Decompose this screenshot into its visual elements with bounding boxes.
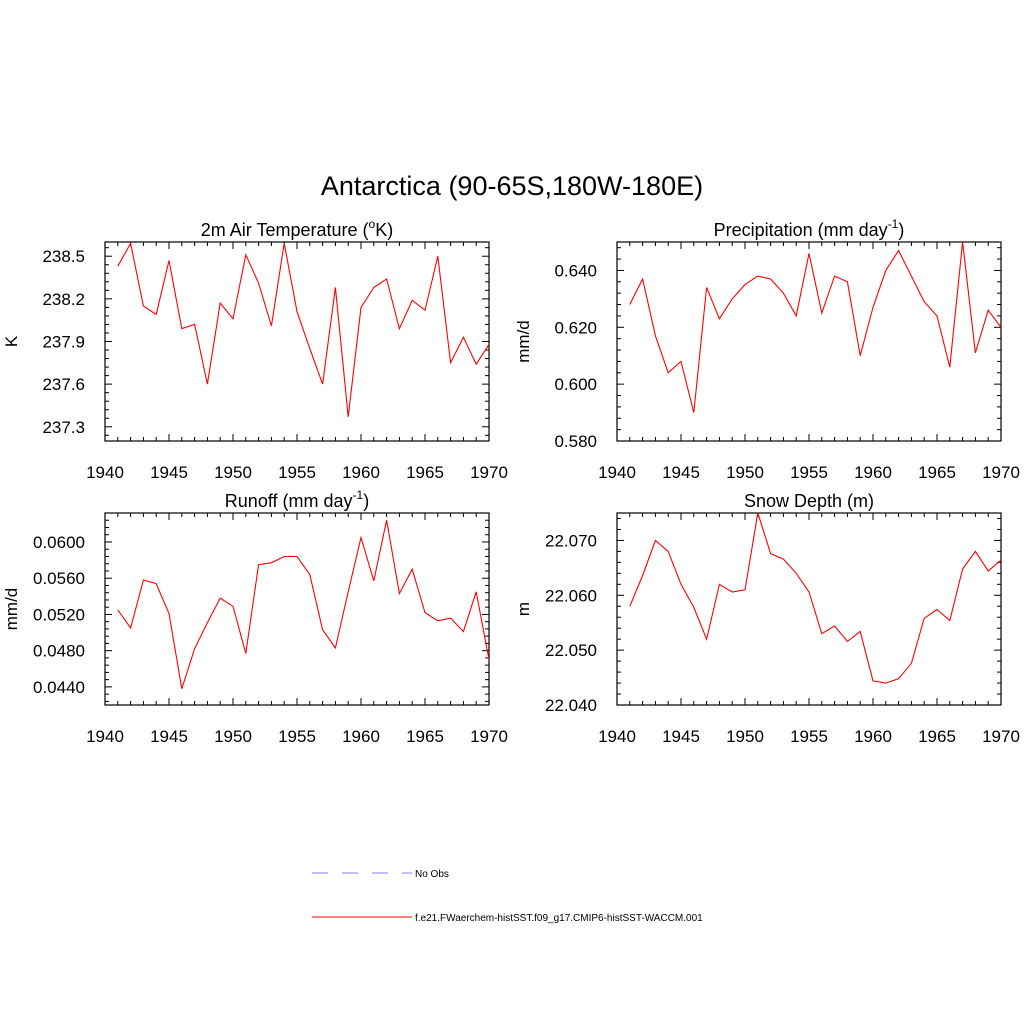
data-series-line-1 [117,242,489,417]
y-tick-label: 0.0520 [33,605,85,624]
y-tick-label: 0.0440 [33,678,85,697]
x-tick-label: 1940 [598,463,636,482]
y-tick-label: 0.600 [554,375,597,394]
x-tick-label: 1970 [470,727,508,746]
plot-frame [616,512,1002,706]
legend: No Obs f.e21.FWaerchem-histSST.f09_g17.CM… [312,869,703,924]
panel-title-text: Precipitation (mm day [714,220,888,240]
chart-panels: 2m Air Temperature (oK)1940 1945 1950 1955 1… [2,217,1020,746]
x-tick-label: 1945 [150,727,188,746]
chart-panel-4: Snow Depth (m) 1940 1945 1950 1955 1960 1965 19… [514,491,1020,746]
y-tick-label: 238.5 [42,247,85,266]
data-series-line-1 [629,513,1001,684]
y-tick-label: 237.3 [42,418,85,437]
x-tick-label: 1955 [278,727,316,746]
y-tick-label: 0.620 [554,318,597,337]
y-tick-label: 0.0560 [33,569,85,588]
x-tick-label: 1955 [790,727,828,746]
panel-title: Runoff (mm day-1) [225,488,369,511]
y-tick-label: 0.640 [554,261,597,280]
y-tick-label: 22.050 [545,641,597,660]
panel-title-text: K) [375,220,393,240]
x-tick-label: 1945 [662,463,700,482]
x-tick-label: 1960 [342,727,380,746]
x-tick-label: 1955 [278,463,316,482]
x-tick-label: 1955 [790,463,828,482]
panel-title-text: 2m Air Temperature ( [201,220,369,240]
y-tick-label: 22.070 [545,531,597,550]
panel-title-text: ) [898,220,904,240]
legend-label-2: f.e21.FWaerchem-histSST.f09_g17.CMIP6-hi… [415,913,703,924]
data-series-line-1 [629,242,1001,413]
chart-panel-2: Precipitation (mm day-1) 1940 1945 1950 1955… [514,217,1020,482]
plot-frame [104,241,490,442]
plot-frame [104,512,490,706]
y-axis-label: mm/d [2,588,21,631]
x-tick-label: 1960 [342,463,380,482]
x-tick-label: 1970 [982,463,1020,482]
x-tick-label: 1950 [726,727,764,746]
data-series-line-1 [117,520,489,689]
y-tick-label: 0.0480 [33,642,85,661]
chart-panel-3: Runoff (mm day-1) 1940 1945 1950 1955 1960 196… [2,488,508,746]
x-tick-label: 1940 [598,727,636,746]
y-tick-label: 22.040 [545,696,597,715]
x-tick-label: 1950 [214,463,252,482]
y-tick-label: 22.060 [545,586,597,605]
x-tick-label: 1965 [918,463,956,482]
legend-label-1: No Obs [415,869,449,880]
y-axis-label: K [2,335,21,347]
x-tick-label: 1965 [406,727,444,746]
chart-panel-1: 2m Air Temperature (oK) 1940 1945 1950 1955 1… [2,217,508,482]
x-tick-label: 1960 [854,727,892,746]
x-tick-label: 1970 [470,463,508,482]
panel-title-superscript: o [369,217,376,231]
panel-title-superscript: -1 [353,488,364,502]
y-axis-label: m [514,602,533,616]
x-tick-label: 1965 [406,463,444,482]
y-tick-label: 0.0600 [33,533,85,552]
panel-title-text: Snow Depth (m) [744,491,874,511]
y-tick-label: 237.9 [42,333,85,352]
y-tick-label: 237.6 [42,375,85,394]
x-tick-label: 1945 [662,727,700,746]
x-tick-label: 1950 [726,463,764,482]
x-tick-label: 1970 [982,727,1020,746]
x-tick-label: 1950 [214,727,252,746]
x-tick-label: 1960 [854,463,892,482]
panel-title-text: Runoff (mm day [225,491,353,511]
panel-title: Precipitation (mm day-1) [714,217,905,240]
x-tick-label: 1940 [86,463,124,482]
figure-title: Antarctica (90-65S,180W-180E) [321,171,703,201]
panel-title: Snow Depth (m) [744,491,874,511]
x-tick-label: 1940 [86,727,124,746]
y-axis-label: mm/d [514,320,533,363]
panel-title: 2m Air Temperature (oK) [201,217,393,240]
x-tick-label: 1965 [918,727,956,746]
y-tick-label: 238.2 [42,290,85,309]
panel-title-text: ) [363,491,369,511]
y-tick-label: 0.580 [554,432,597,451]
panel-title-superscript: -1 [888,217,899,231]
x-tick-label: 1945 [150,463,188,482]
